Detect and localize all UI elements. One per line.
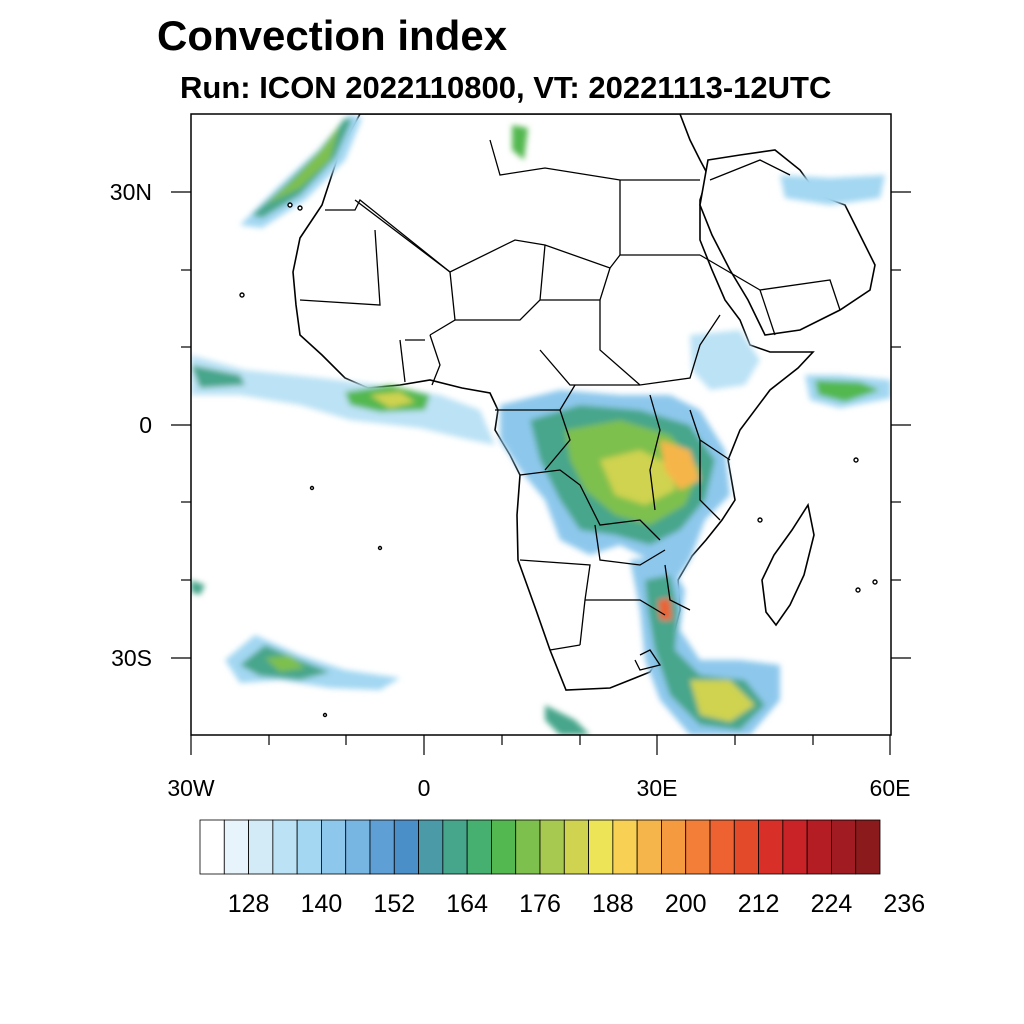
colorbar-swatch: [733, 819, 759, 875]
colorbar-label: 188: [592, 890, 634, 918]
y-tick-label-30n: 30N: [110, 179, 152, 205]
colorbar-swatch: [272, 819, 298, 875]
colorbar-label: 128: [228, 890, 270, 918]
x-tick-label-30w: 30W: [167, 775, 215, 801]
islands: [239, 202, 878, 718]
colorbar-swatch: [831, 819, 857, 875]
x-tick-label-60e: 60E: [870, 775, 911, 801]
x-tick-label-30e: 30E: [637, 775, 678, 801]
page-subtitle: Run: ICON 2022110800, VT: 20221113-12UTC: [180, 70, 832, 105]
y-tick-label-0: 0: [139, 412, 152, 438]
colorbar-label: 236: [883, 890, 925, 918]
colorbar-label: 140: [301, 890, 343, 918]
tick-marks: [171, 191, 911, 755]
colorbar-label: 224: [811, 890, 853, 918]
colorbar-swatch: [393, 819, 419, 875]
colorbar-swatch: [418, 819, 444, 875]
convection-field: [191, 114, 891, 735]
colorbar-swatch: [612, 819, 638, 875]
colorbar-label: 164: [446, 890, 488, 918]
colorbar-swatch: [563, 819, 589, 875]
country-borders: [299, 139, 841, 671]
colorbar-swatch: [588, 819, 614, 875]
page-title: Convection index: [157, 12, 508, 59]
arabia-landmass: [699, 149, 876, 336]
colorbar-swatch: [782, 819, 808, 875]
colorbar-swatch: [758, 819, 784, 875]
colorbar-swatch: [248, 819, 274, 875]
colorbar-swatch: [369, 819, 395, 875]
colorbar-swatch: [466, 819, 492, 875]
colorbar-swatch: [806, 819, 832, 875]
colorbar-swatch: [345, 819, 371, 875]
x-tick-label-0: 0: [418, 775, 431, 801]
colorbar-swatch: [636, 819, 662, 875]
madagascar-landmass: [761, 502, 815, 627]
colorbar-swatch: [199, 819, 225, 875]
map-area: [191, 114, 891, 735]
colorbar-label: 152: [373, 890, 415, 918]
colorbar-swatch: [709, 819, 735, 875]
colorbar-swatch: [491, 819, 517, 875]
colorbar-swatch: [223, 819, 249, 875]
colorbar-swatch: [321, 819, 347, 875]
colorbar-swatch: [685, 819, 711, 875]
colorbar-swatch: [539, 819, 565, 875]
colorbar-swatch: [442, 819, 468, 875]
colorbar: 128 140 152 164 176 188 200 212 224 236: [199, 819, 925, 918]
colorbar-label: 212: [738, 890, 780, 918]
colorbar-label: 176: [519, 890, 561, 918]
colorbar-swatch: [661, 819, 687, 875]
colorbar-swatch: [296, 819, 322, 875]
colorbar-label: 200: [665, 890, 707, 918]
colorbar-swatch: [855, 819, 881, 875]
y-tick-label-30s: 30S: [111, 645, 152, 671]
colorbar-swatch: [515, 819, 541, 875]
